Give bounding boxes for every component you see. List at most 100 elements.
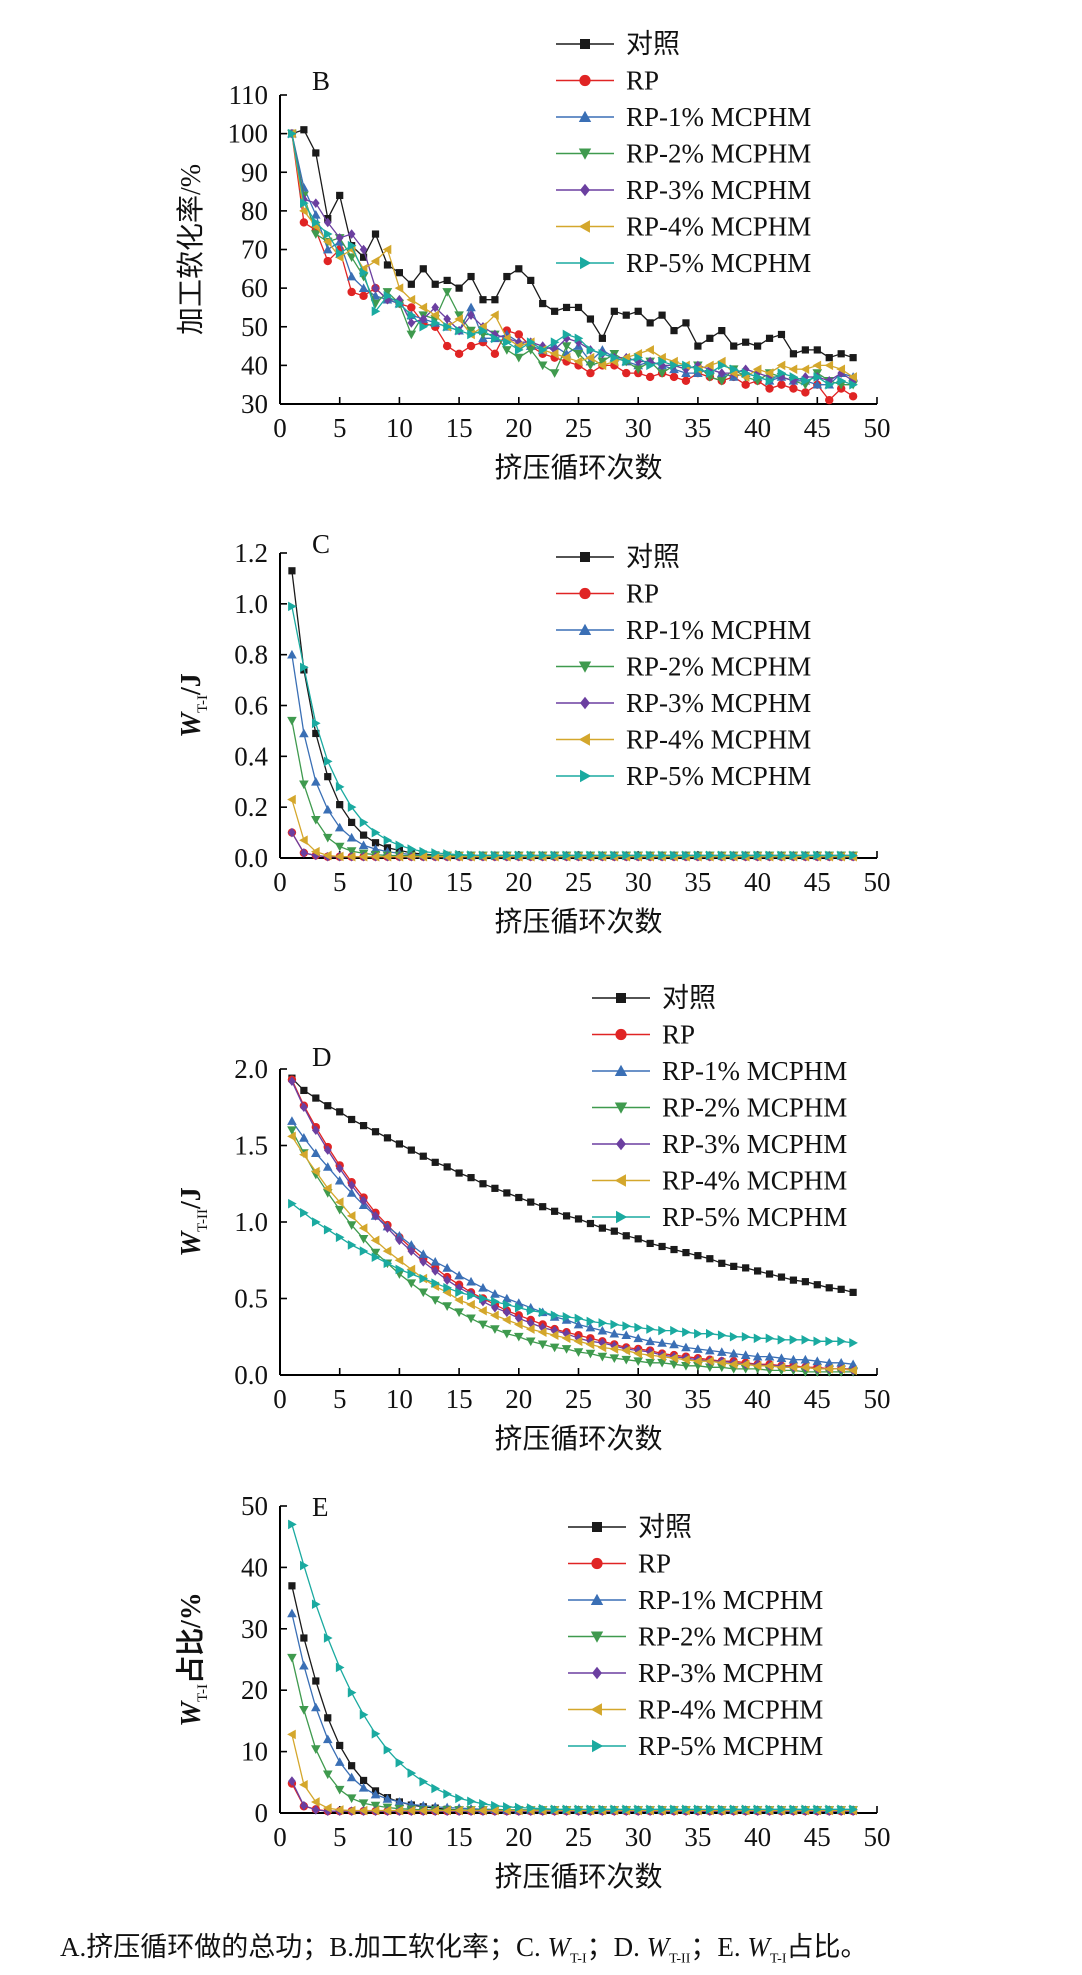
series-6 — [287, 128, 857, 382]
data-point — [825, 850, 835, 861]
data-point — [741, 368, 751, 378]
data-point — [358, 1805, 368, 1816]
legend-marker — [592, 1666, 602, 1680]
y-axis-label: WT-I占比/% — [175, 1592, 211, 1726]
data-point — [502, 1293, 512, 1303]
x-tick-label: 30 — [625, 1822, 652, 1852]
data-point — [322, 804, 333, 814]
x-tick-label: 35 — [684, 413, 711, 443]
y-axis-label-sub: T-I — [195, 695, 211, 713]
x-tick-label: 0 — [273, 1384, 287, 1414]
data-point — [503, 1802, 512, 1812]
data-point — [682, 1804, 691, 1815]
data-point — [407, 318, 416, 328]
data-point — [825, 379, 835, 390]
data-point — [479, 1293, 488, 1304]
data-point — [442, 288, 452, 297]
data-point — [323, 756, 333, 767]
data-point — [466, 341, 476, 351]
data-point — [574, 850, 584, 861]
data-point — [371, 839, 380, 847]
legend-marker — [614, 1102, 628, 1114]
data-point — [741, 850, 751, 861]
data-point — [837, 1336, 846, 1347]
data-point — [669, 1360, 679, 1370]
data-point — [323, 256, 332, 266]
data-point — [466, 302, 476, 312]
data-point — [646, 319, 654, 327]
x-tick-label: 15 — [446, 413, 473, 443]
data-point — [741, 1331, 751, 1342]
data-point — [514, 1802, 524, 1813]
data-point — [346, 832, 357, 842]
caption-e-suffix: 占比。 — [786, 1932, 868, 1962]
x-tick-label: 0 — [273, 1822, 287, 1852]
data-point — [694, 1328, 703, 1339]
data-point — [311, 1805, 320, 1815]
data-point — [622, 850, 632, 861]
data-point — [706, 334, 714, 342]
data-point — [848, 1359, 858, 1369]
data-point — [849, 850, 858, 861]
data-point — [550, 1325, 559, 1336]
data-point — [395, 1264, 405, 1275]
data-point — [848, 372, 857, 382]
caption-c-sub: T-I — [570, 1951, 587, 1967]
data-point — [716, 376, 727, 386]
data-point — [454, 1308, 464, 1318]
data-point — [526, 1305, 536, 1316]
data-point — [658, 1804, 667, 1815]
data-point — [311, 816, 321, 825]
data-point — [335, 1232, 345, 1243]
data-point — [716, 1357, 726, 1368]
data-point — [370, 256, 380, 266]
data-point — [454, 311, 464, 320]
x-tick-label: 40 — [744, 867, 771, 897]
data-point — [490, 1805, 499, 1816]
data-point — [645, 1358, 655, 1368]
data-point — [837, 1285, 845, 1293]
data-point — [812, 1356, 823, 1366]
legend-label: RP-3% MCPHM — [662, 1129, 847, 1159]
data-point — [657, 1351, 666, 1362]
data-point — [334, 1197, 344, 1207]
data-point — [491, 1296, 500, 1307]
data-point — [407, 303, 416, 312]
data-point — [670, 327, 678, 335]
data-point — [717, 1804, 727, 1815]
y-tick-label: 60 — [241, 273, 268, 303]
caption-c-prefix: C. — [516, 1932, 548, 1962]
data-point — [395, 294, 404, 305]
data-point — [335, 248, 345, 259]
data-point — [573, 349, 584, 359]
data-point — [418, 851, 428, 862]
data-point — [395, 269, 403, 277]
data-point — [287, 716, 297, 726]
x-tick-label: 40 — [744, 1822, 771, 1852]
data-point — [694, 364, 703, 375]
data-point — [406, 330, 417, 340]
data-point — [585, 361, 596, 371]
data-point — [358, 851, 368, 862]
y-tick-label: 1.0 — [234, 1207, 268, 1237]
data-point — [370, 1801, 381, 1811]
data-point — [418, 302, 428, 313]
data-point — [646, 1239, 654, 1248]
data-point — [562, 1212, 571, 1220]
legend-label: RP-5% MCPHM — [638, 1731, 823, 1761]
data-point — [299, 1660, 309, 1670]
data-point — [478, 1320, 488, 1330]
x-tick-label: 30 — [625, 1384, 652, 1414]
legend-marker — [580, 39, 590, 49]
chart-panel-E: 0 5 10 15 20 25 30 35 40 45 50 0 10 20 30 40 50 E 挤压循环次数 WT… — [175, 1491, 891, 1893]
data-point — [359, 1776, 368, 1785]
data-point — [705, 1356, 714, 1367]
data-point — [609, 1344, 619, 1354]
data-point — [800, 364, 810, 375]
data-point — [323, 1145, 332, 1155]
data-point — [718, 327, 726, 335]
data-point — [586, 345, 596, 355]
data-point — [597, 360, 607, 371]
x-tick-label: 30 — [625, 413, 652, 443]
x-tick-label: 0 — [273, 867, 287, 897]
